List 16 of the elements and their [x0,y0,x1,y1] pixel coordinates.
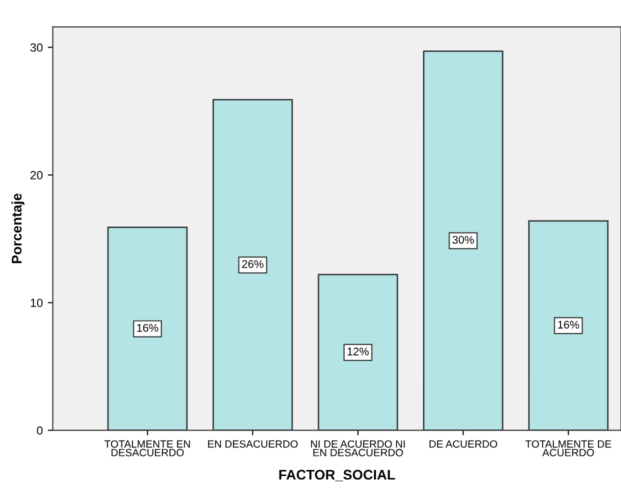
data-label: 30% [452,236,474,244]
x-tick-label: NI DE ACUERDO NI EN DESACUERDO [311,440,405,456]
data-label: 16% [558,320,580,329]
x-axis-title: FACTOR_SOCIAL [279,470,395,482]
y-tick-label: 0 [36,426,43,435]
y-tick-label: 20 [30,171,43,180]
x-tick-label: TOTALMENTE DE ACUERDO [525,440,612,456]
y-tick-label: 10 [30,298,43,308]
x-tick-label: EN DESACUERDO [208,440,298,448]
x-tick-label: TOTALMENTE EN DESACUERDO [104,440,190,456]
y-tick-label: 30 [30,43,43,52]
data-label: 26% [242,260,264,268]
y-axis-title: Porcentaje [11,194,24,264]
data-label: 16% [137,324,158,332]
x-tick-label: DE ACUERDO [430,440,498,448]
data-label: 12% [348,348,369,356]
